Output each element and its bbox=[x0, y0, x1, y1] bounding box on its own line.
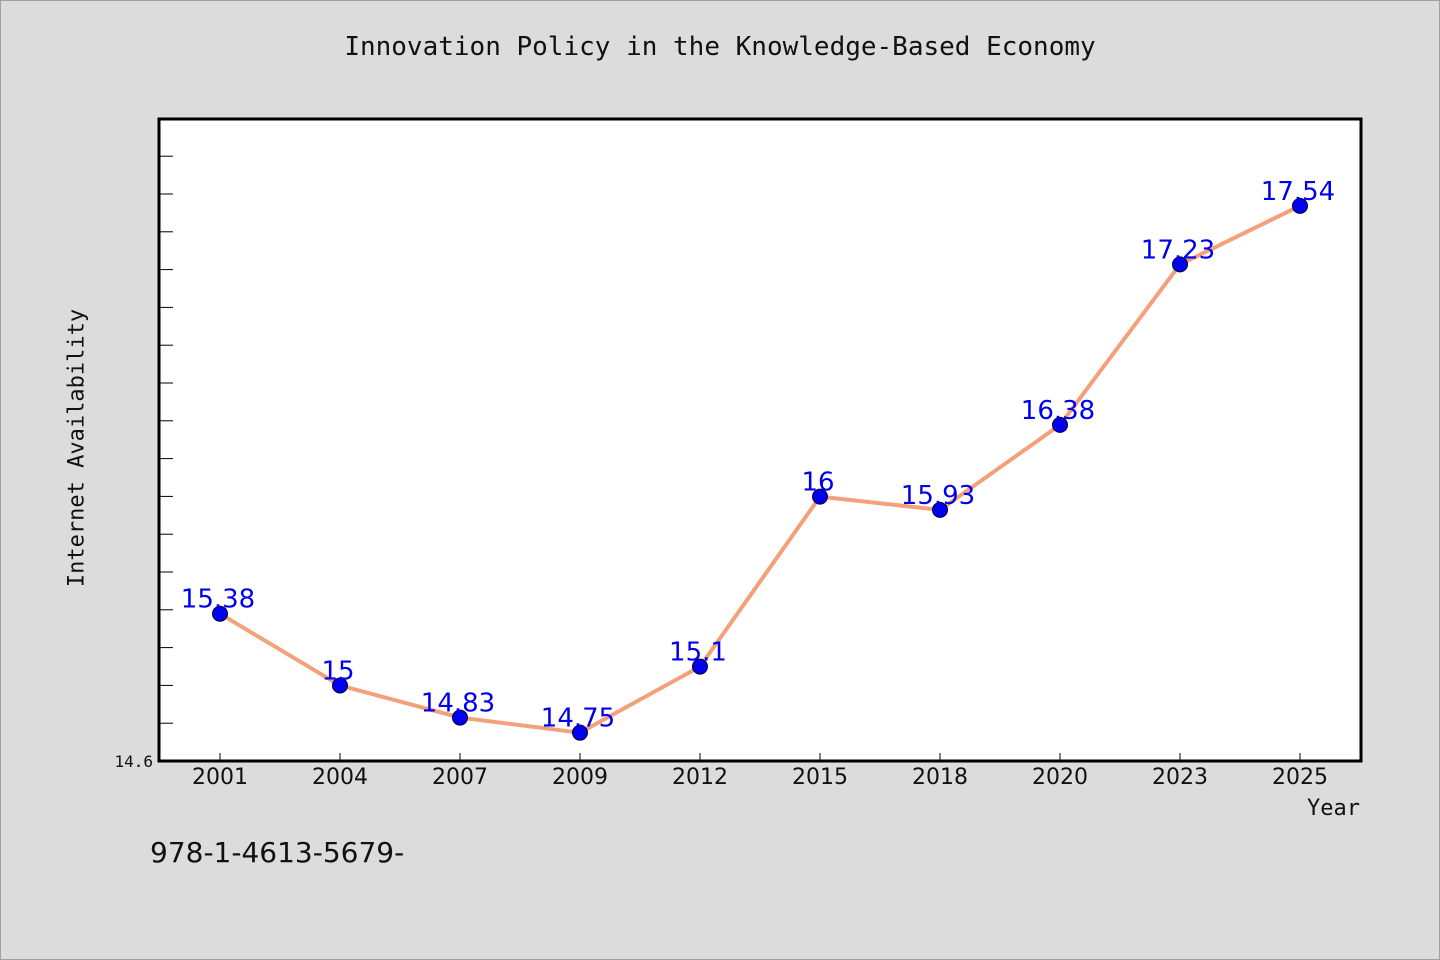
data-point bbox=[212, 605, 228, 622]
data-point bbox=[1172, 256, 1188, 273]
data-label: 17.23 bbox=[1141, 235, 1215, 265]
x-tick-label: 2023 bbox=[1152, 765, 1208, 790]
data-label: 15.93 bbox=[901, 481, 975, 511]
data-label: 14.83 bbox=[421, 689, 495, 719]
data-point bbox=[332, 677, 348, 694]
data-point bbox=[1052, 416, 1068, 433]
x-tick-label: 2012 bbox=[672, 765, 728, 790]
x-tick-label: 2020 bbox=[1032, 765, 1088, 790]
x-axis-label: Year bbox=[1307, 796, 1360, 821]
x-tick-label: 2018 bbox=[912, 765, 968, 790]
data-label: 17.54 bbox=[1261, 177, 1335, 207]
data-label: 16.38 bbox=[1021, 396, 1095, 426]
data-point bbox=[452, 709, 468, 726]
x-tick-label: 2007 bbox=[432, 765, 488, 790]
x-tick-label: 2009 bbox=[552, 765, 608, 790]
data-point bbox=[812, 488, 828, 505]
data-point bbox=[692, 658, 708, 675]
x-tick-label: 2015 bbox=[792, 765, 848, 790]
data-point bbox=[1292, 197, 1308, 214]
chart-title: Innovation Policy in the Knowledge-Based… bbox=[344, 32, 1096, 62]
footer-identifier: 978-1-4613-5679- bbox=[150, 836, 405, 869]
data-label: 16 bbox=[801, 468, 834, 498]
data-label: 15.38 bbox=[181, 585, 255, 615]
data-label: 15.1 bbox=[669, 638, 727, 668]
y-tick-label: 14.6 bbox=[114, 752, 153, 771]
data-point bbox=[932, 501, 948, 518]
data-label: 15 bbox=[321, 656, 354, 686]
x-tick-label: 2025 bbox=[1272, 765, 1328, 790]
series-line bbox=[218, 203, 1302, 735]
x-tick-label: 2004 bbox=[312, 765, 368, 790]
data-point bbox=[572, 724, 588, 741]
plot-area bbox=[157, 117, 1363, 763]
data-label: 14.75 bbox=[541, 704, 615, 734]
x-tick-label: 2001 bbox=[192, 765, 248, 790]
